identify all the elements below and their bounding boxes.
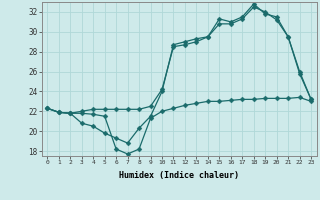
X-axis label: Humidex (Indice chaleur): Humidex (Indice chaleur) <box>119 171 239 180</box>
